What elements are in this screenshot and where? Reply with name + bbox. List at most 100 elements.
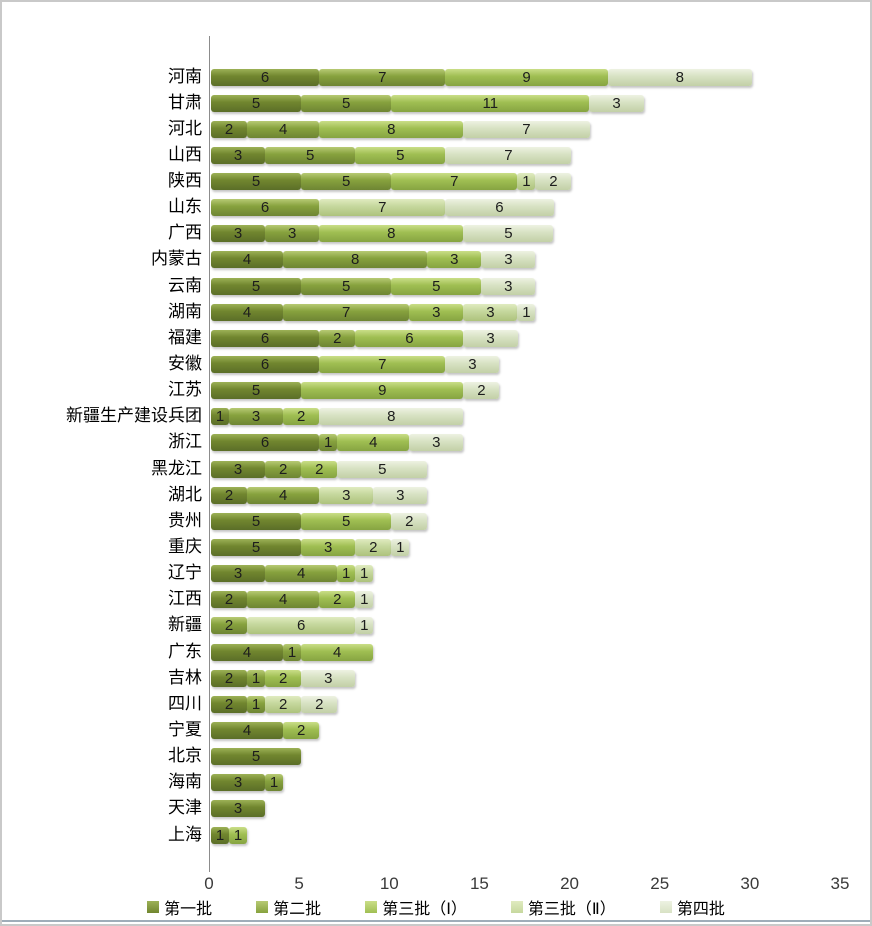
bar-segment: 6	[211, 434, 320, 452]
segment-value-label: 1	[215, 408, 225, 426]
bar-segment: 4	[211, 251, 284, 269]
bar-segment: 7	[319, 68, 446, 86]
bar-segment: 4	[247, 591, 320, 609]
category-label: 湖南	[168, 301, 202, 321]
category-label: 天津	[168, 798, 202, 818]
segment-value-label: 5	[251, 748, 261, 766]
segment-value-label: 4	[278, 120, 288, 138]
segment-value-label: 3	[432, 434, 441, 452]
bar-segment: 3	[265, 225, 320, 243]
bar-segment: 2	[463, 382, 500, 400]
bar-segment: 4	[247, 486, 320, 504]
segment-value-label: 3	[233, 565, 243, 583]
bar-segment: 3	[481, 277, 536, 295]
segment-value-label: 1	[360, 565, 369, 583]
bar-row: 5	[211, 748, 302, 766]
bar-row: 3	[211, 800, 266, 818]
legend-label: 第四批	[676, 901, 725, 918]
segment-value-label: 3	[504, 251, 513, 269]
bar-segment: 3	[211, 225, 266, 243]
segment-value-label: 3	[486, 329, 495, 347]
bar-row: 6 2 6 3	[211, 329, 518, 347]
bar-segment: 1	[355, 591, 374, 609]
category-label: 江苏	[168, 380, 202, 400]
segment-value-label: 2	[224, 120, 234, 138]
legend-item: 第四批	[659, 895, 725, 919]
segment-value-label: 3	[468, 356, 477, 374]
segment-value-label: 8	[351, 251, 360, 269]
bar-segment: 6	[355, 329, 464, 347]
segment-value-label: 8	[387, 225, 396, 243]
bar-segment: 1	[355, 565, 374, 583]
bottom-border-line	[2, 920, 870, 922]
segment-value-label: 2	[224, 617, 234, 635]
bar-row: 4 7 3 3 1	[211, 303, 536, 321]
segment-value-label: 6	[297, 617, 306, 635]
bar-segment: 11	[391, 94, 590, 112]
segment-value-label: 3	[396, 486, 405, 504]
segment-value-label: 5	[251, 512, 261, 530]
segment-value-label: 6	[495, 199, 504, 217]
legend-label: 第三批（Ⅰ）	[382, 901, 467, 918]
segment-value-label: 8	[387, 120, 396, 138]
bar-segment: 2	[211, 617, 248, 635]
x-tick-label: 10	[379, 874, 399, 893]
bar-segment: 5	[211, 512, 302, 530]
bar-segment: 8	[607, 68, 752, 86]
category-label: 安徽	[168, 354, 202, 374]
bar-segment: 2	[211, 486, 248, 504]
bar-segment: 8	[283, 251, 428, 269]
segment-value-label: 5	[251, 173, 261, 191]
bar-row: 6 1 4 3	[211, 434, 464, 452]
legend: 第一批 第二批 第三批（Ⅰ） 第三批（Ⅱ） 第四批	[2, 895, 870, 919]
segment-value-label: 1	[215, 826, 225, 844]
bar-segment: 1	[211, 826, 229, 844]
bar-segment: 1	[211, 408, 229, 426]
bar-segment: 3	[301, 539, 356, 557]
segment-value-label: 3	[233, 774, 243, 792]
x-tick-label: 5	[294, 874, 304, 893]
bar-segment: 1	[391, 539, 410, 557]
x-tick-label: 25	[650, 874, 670, 893]
category-label: 北京	[168, 746, 202, 766]
segment-value-label: 2	[296, 408, 306, 426]
bar-row: 5 9 2	[211, 382, 500, 400]
bar-segment: 4	[301, 643, 374, 661]
segment-value-label: 3	[486, 303, 495, 321]
bar-segment: 1	[319, 434, 338, 452]
legend-swatch-icon	[147, 901, 160, 913]
category-label: 山东	[168, 197, 202, 217]
bar-segment: 1	[247, 669, 266, 687]
segment-value-label: 6	[260, 434, 270, 452]
legend-item: 第二批	[256, 895, 321, 919]
bar-segment: 2	[319, 329, 356, 347]
segment-value-label: 2	[333, 329, 342, 347]
segment-value-label: 6	[260, 329, 270, 347]
category-label: 海南	[168, 772, 202, 792]
segment-value-label: 5	[251, 539, 261, 557]
bar-segment: 8	[319, 225, 464, 243]
bar-segment: 5	[211, 382, 302, 400]
bar-segment: 5	[301, 512, 392, 530]
segment-value-label: 11	[482, 94, 499, 112]
bar-segment: 4	[211, 722, 284, 739]
bar-segment: 3	[211, 146, 266, 164]
category-label: 重庆	[168, 537, 202, 557]
bar-segment: 4	[265, 565, 338, 583]
category-label: 河南	[168, 66, 202, 86]
bar-segment: 2	[535, 173, 572, 191]
segment-value-label: 9	[522, 68, 531, 86]
segment-value-label: 2	[278, 695, 288, 713]
bar-segment: 2	[391, 512, 428, 530]
category-label: 吉林	[168, 667, 202, 687]
segment-value-label: 5	[341, 173, 351, 191]
segment-value-label: 2	[369, 539, 378, 557]
bar-row: 2 4 8 7	[211, 120, 590, 138]
bar-segment: 1	[517, 173, 536, 191]
